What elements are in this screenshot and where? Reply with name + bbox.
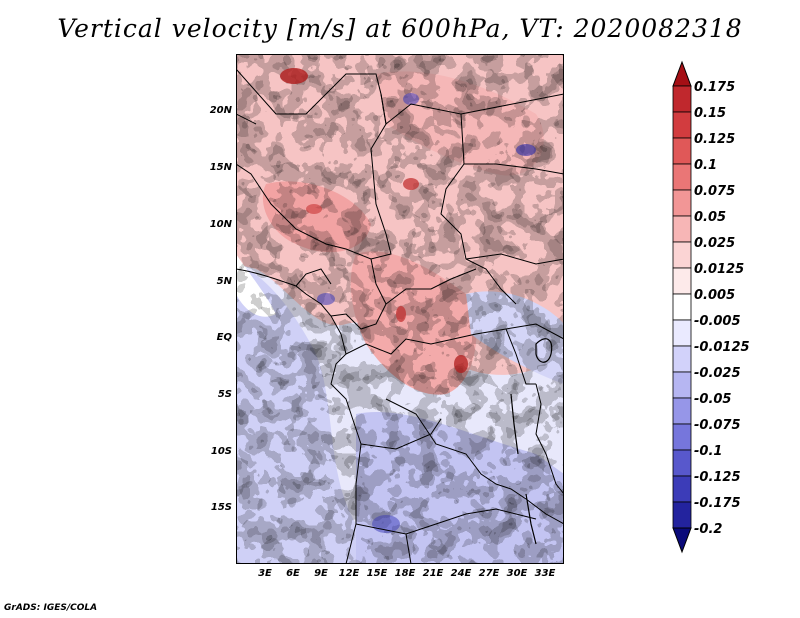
lon-label: 24E [450,568,472,579]
colorbar-label: -0.0125 [694,340,750,355]
map-panel [236,54,564,564]
colorbar-label: -0.125 [694,470,741,485]
colorbar-swatch [672,475,692,503]
colorbar-swatch [672,267,692,295]
colorbar-swatch [672,501,692,529]
lon-label: 12E [338,568,360,579]
lon-label: 33E [534,568,556,579]
lon-label: 18E [394,568,416,579]
lakes [510,338,553,545]
colorbar-label: 0.005 [694,288,736,303]
lat-label: EQ [216,332,232,343]
lat-label: 15N [209,162,232,173]
colorbar-label: 0.125 [694,132,736,147]
lon-label: 21E [422,568,444,579]
colorbar-label: 0.15 [694,106,727,121]
colorbar-swatch [672,163,692,191]
colorbar-swatch [672,423,692,451]
lat-label: 20N [209,105,232,116]
colorbar-label: -0.075 [694,418,741,433]
lon-label: 15E [366,568,388,579]
colorbar-swatch [672,137,692,165]
colorbar-swatch [672,85,692,113]
lon-label: 30E [506,568,528,579]
colorbar-label: 0.05 [694,210,727,225]
lon-label: 27E [478,568,500,579]
footer-credit: GrADS: IGES/COLA [4,603,98,613]
colorbar-label: 0.075 [694,184,736,199]
colorbar-swatch [672,319,692,347]
colorbar-label: -0.1 [694,444,723,459]
lat-label: 10S [210,446,232,457]
colorbar-label: -0.025 [694,366,741,381]
colorbar-swatch [672,293,692,321]
strong-updraft-cells [280,68,468,373]
colorbar-label: -0.175 [694,496,741,511]
lat-label: 5S [217,389,232,400]
colorbar-swatch [672,345,692,373]
lat-label: 15S [210,502,232,513]
colorbar-max-arrow [672,60,692,87]
colorbar-swatch [672,189,692,217]
colorbar-swatch [672,215,692,243]
lat-label: 10N [209,219,232,230]
colorbar-label: -0.05 [694,392,732,407]
colorbar-swatch [672,111,692,139]
lat-label: 5N [216,276,232,287]
country-borders [236,68,564,564]
colorbar-label: -0.005 [694,314,741,329]
colorbar-swatch [672,241,692,269]
lon-label: 6E [286,568,300,579]
colorbar-min-arrow [672,527,692,554]
colorbar [672,60,692,554]
strong-downdraft-cells [317,93,536,533]
lon-label: 9E [314,568,328,579]
colorbar-swatch [672,449,692,477]
map-title: Vertical velocity [m/s] at 600hPa, VT: 2… [57,14,743,43]
colorbar-label: 0.175 [694,80,736,95]
colorbar-label: 0.0125 [694,262,745,277]
colorbar-label: -0.2 [694,522,723,537]
colorbar-swatch [672,371,692,399]
colorbar-swatch [672,397,692,425]
lon-label: 3E [258,568,272,579]
colorbar-label: 0.025 [694,236,736,251]
colorbar-label: 0.1 [694,158,718,173]
